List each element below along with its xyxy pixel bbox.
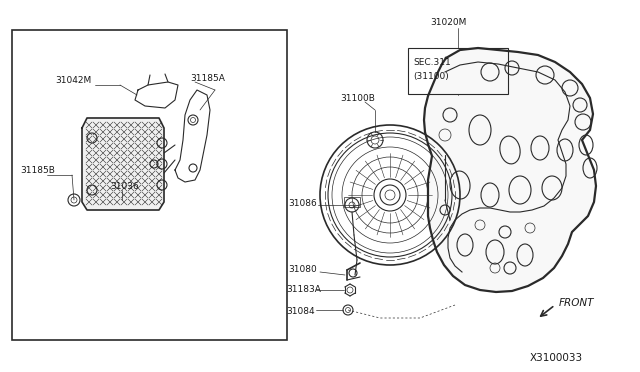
Text: SEC.311: SEC.311	[413, 58, 451, 67]
Text: 31183A: 31183A	[286, 285, 321, 295]
Bar	[408, 48, 508, 94]
Text: 31020M: 31020M	[430, 17, 466, 26]
Bar	[344, 197, 360, 207]
Bar	[12, 30, 287, 340]
Polygon shape	[424, 48, 596, 292]
Text: (31100): (31100)	[413, 71, 449, 80]
Text: 31036: 31036	[110, 182, 139, 190]
Text: 31185A: 31185A	[190, 74, 225, 83]
Text: X3100033: X3100033	[530, 353, 583, 363]
Text: FRONT: FRONT	[559, 298, 595, 308]
Text: 31084: 31084	[286, 308, 315, 317]
Text: 31080: 31080	[288, 266, 317, 275]
Polygon shape	[82, 118, 164, 210]
Text: 31042M: 31042M	[55, 76, 92, 84]
Text: 31100B: 31100B	[340, 93, 375, 103]
Text: 31086: 31086	[288, 199, 317, 208]
Text: 31185B: 31185B	[20, 166, 55, 174]
